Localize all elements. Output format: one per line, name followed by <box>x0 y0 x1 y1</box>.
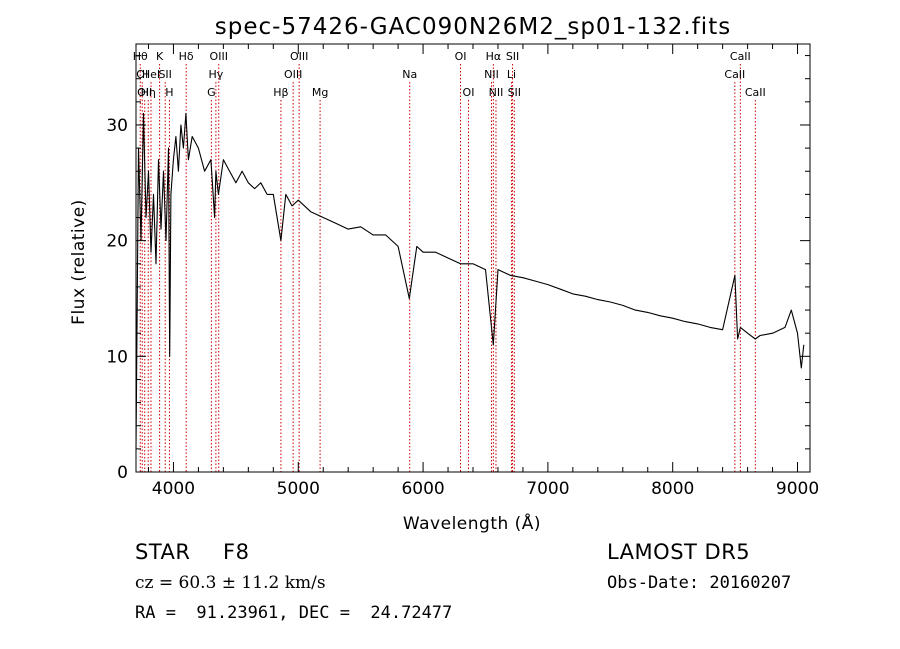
x-tick-label: 9000 <box>776 479 819 499</box>
spectral-line-label: Hδ <box>179 50 194 63</box>
spectral-line-label: OI <box>463 86 475 99</box>
spectral-line-label: OIII <box>210 50 228 63</box>
spectrum-line <box>135 112 805 449</box>
plot-frame <box>135 43 811 473</box>
spectral-line-label: Hβ <box>273 86 288 99</box>
redshift-velocity: cz = 60.3 ± 11.2 km/s <box>135 573 326 593</box>
spectral-line-label: NII <box>489 86 504 99</box>
spectral-line-label: OI <box>136 68 148 81</box>
spectral-line-label: SII <box>506 50 519 63</box>
spectral-line-label: Hη <box>141 86 156 99</box>
spectral-line-label: Hθ <box>133 50 148 63</box>
spectral-line-label: NII <box>484 68 499 81</box>
spectral-line-label: H <box>165 86 173 99</box>
x-axis-label: Wavelength (Å) <box>403 512 541 534</box>
y-axis-label: Flux (relative) <box>69 199 89 325</box>
y-tick-label: 0 <box>117 463 128 483</box>
x-tick-label: 8000 <box>651 479 694 499</box>
y-tick-label: 30 <box>106 116 128 136</box>
spectral-line-label: Hα <box>486 50 502 63</box>
observation-date: Obs-Date: 20160207 <box>607 573 792 593</box>
spectral-line-label: SII <box>158 68 171 81</box>
spectral-line-label: CaII <box>730 50 751 63</box>
spectral-line-label: Mg <box>312 86 328 99</box>
spectral-line-label: OII <box>137 86 152 99</box>
survey-name: LAMOST DR5 <box>607 540 751 564</box>
object-type: STAR <box>135 540 191 564</box>
spectral-line-label: Hγ <box>208 68 223 81</box>
x-tick-label: 6000 <box>401 479 444 499</box>
y-tick-label: 20 <box>106 232 128 252</box>
spectral-line-label: K <box>156 50 164 63</box>
axis-ticks <box>136 44 810 473</box>
spectral-line-label: Li <box>507 68 516 81</box>
x-tick-label: 4000 <box>152 479 195 499</box>
spectral-line-label: CaII <box>745 86 766 99</box>
chart-title: spec-57426-GAC090N26M2_sp01-132.fits <box>215 14 731 40</box>
axis-tick-labels: 4000 5000 6000 7000 8000 9000 0 10 20 30 <box>106 116 819 499</box>
spectral-line-label: SII <box>508 86 521 99</box>
spectral-line-label: CaII <box>724 68 745 81</box>
x-tick-label: 5000 <box>277 479 320 499</box>
spectral-line-label: Na <box>402 68 417 81</box>
spectral-line-label: OI <box>455 50 467 63</box>
x-tick-label: 7000 <box>526 479 569 499</box>
sky-coordinates: RA = 91.23961, DEC = 24.72477 <box>135 603 453 623</box>
spectral-line-label: G <box>207 86 216 99</box>
spectral-line-label: OIII <box>284 68 302 81</box>
y-tick-label: 10 <box>106 347 128 367</box>
spectral-line-label: HeI <box>142 68 160 81</box>
spectral-subclass: F8 <box>223 540 250 564</box>
spectral-line-markers <box>139 64 756 472</box>
spectral-line-label: OIII <box>290 50 308 63</box>
